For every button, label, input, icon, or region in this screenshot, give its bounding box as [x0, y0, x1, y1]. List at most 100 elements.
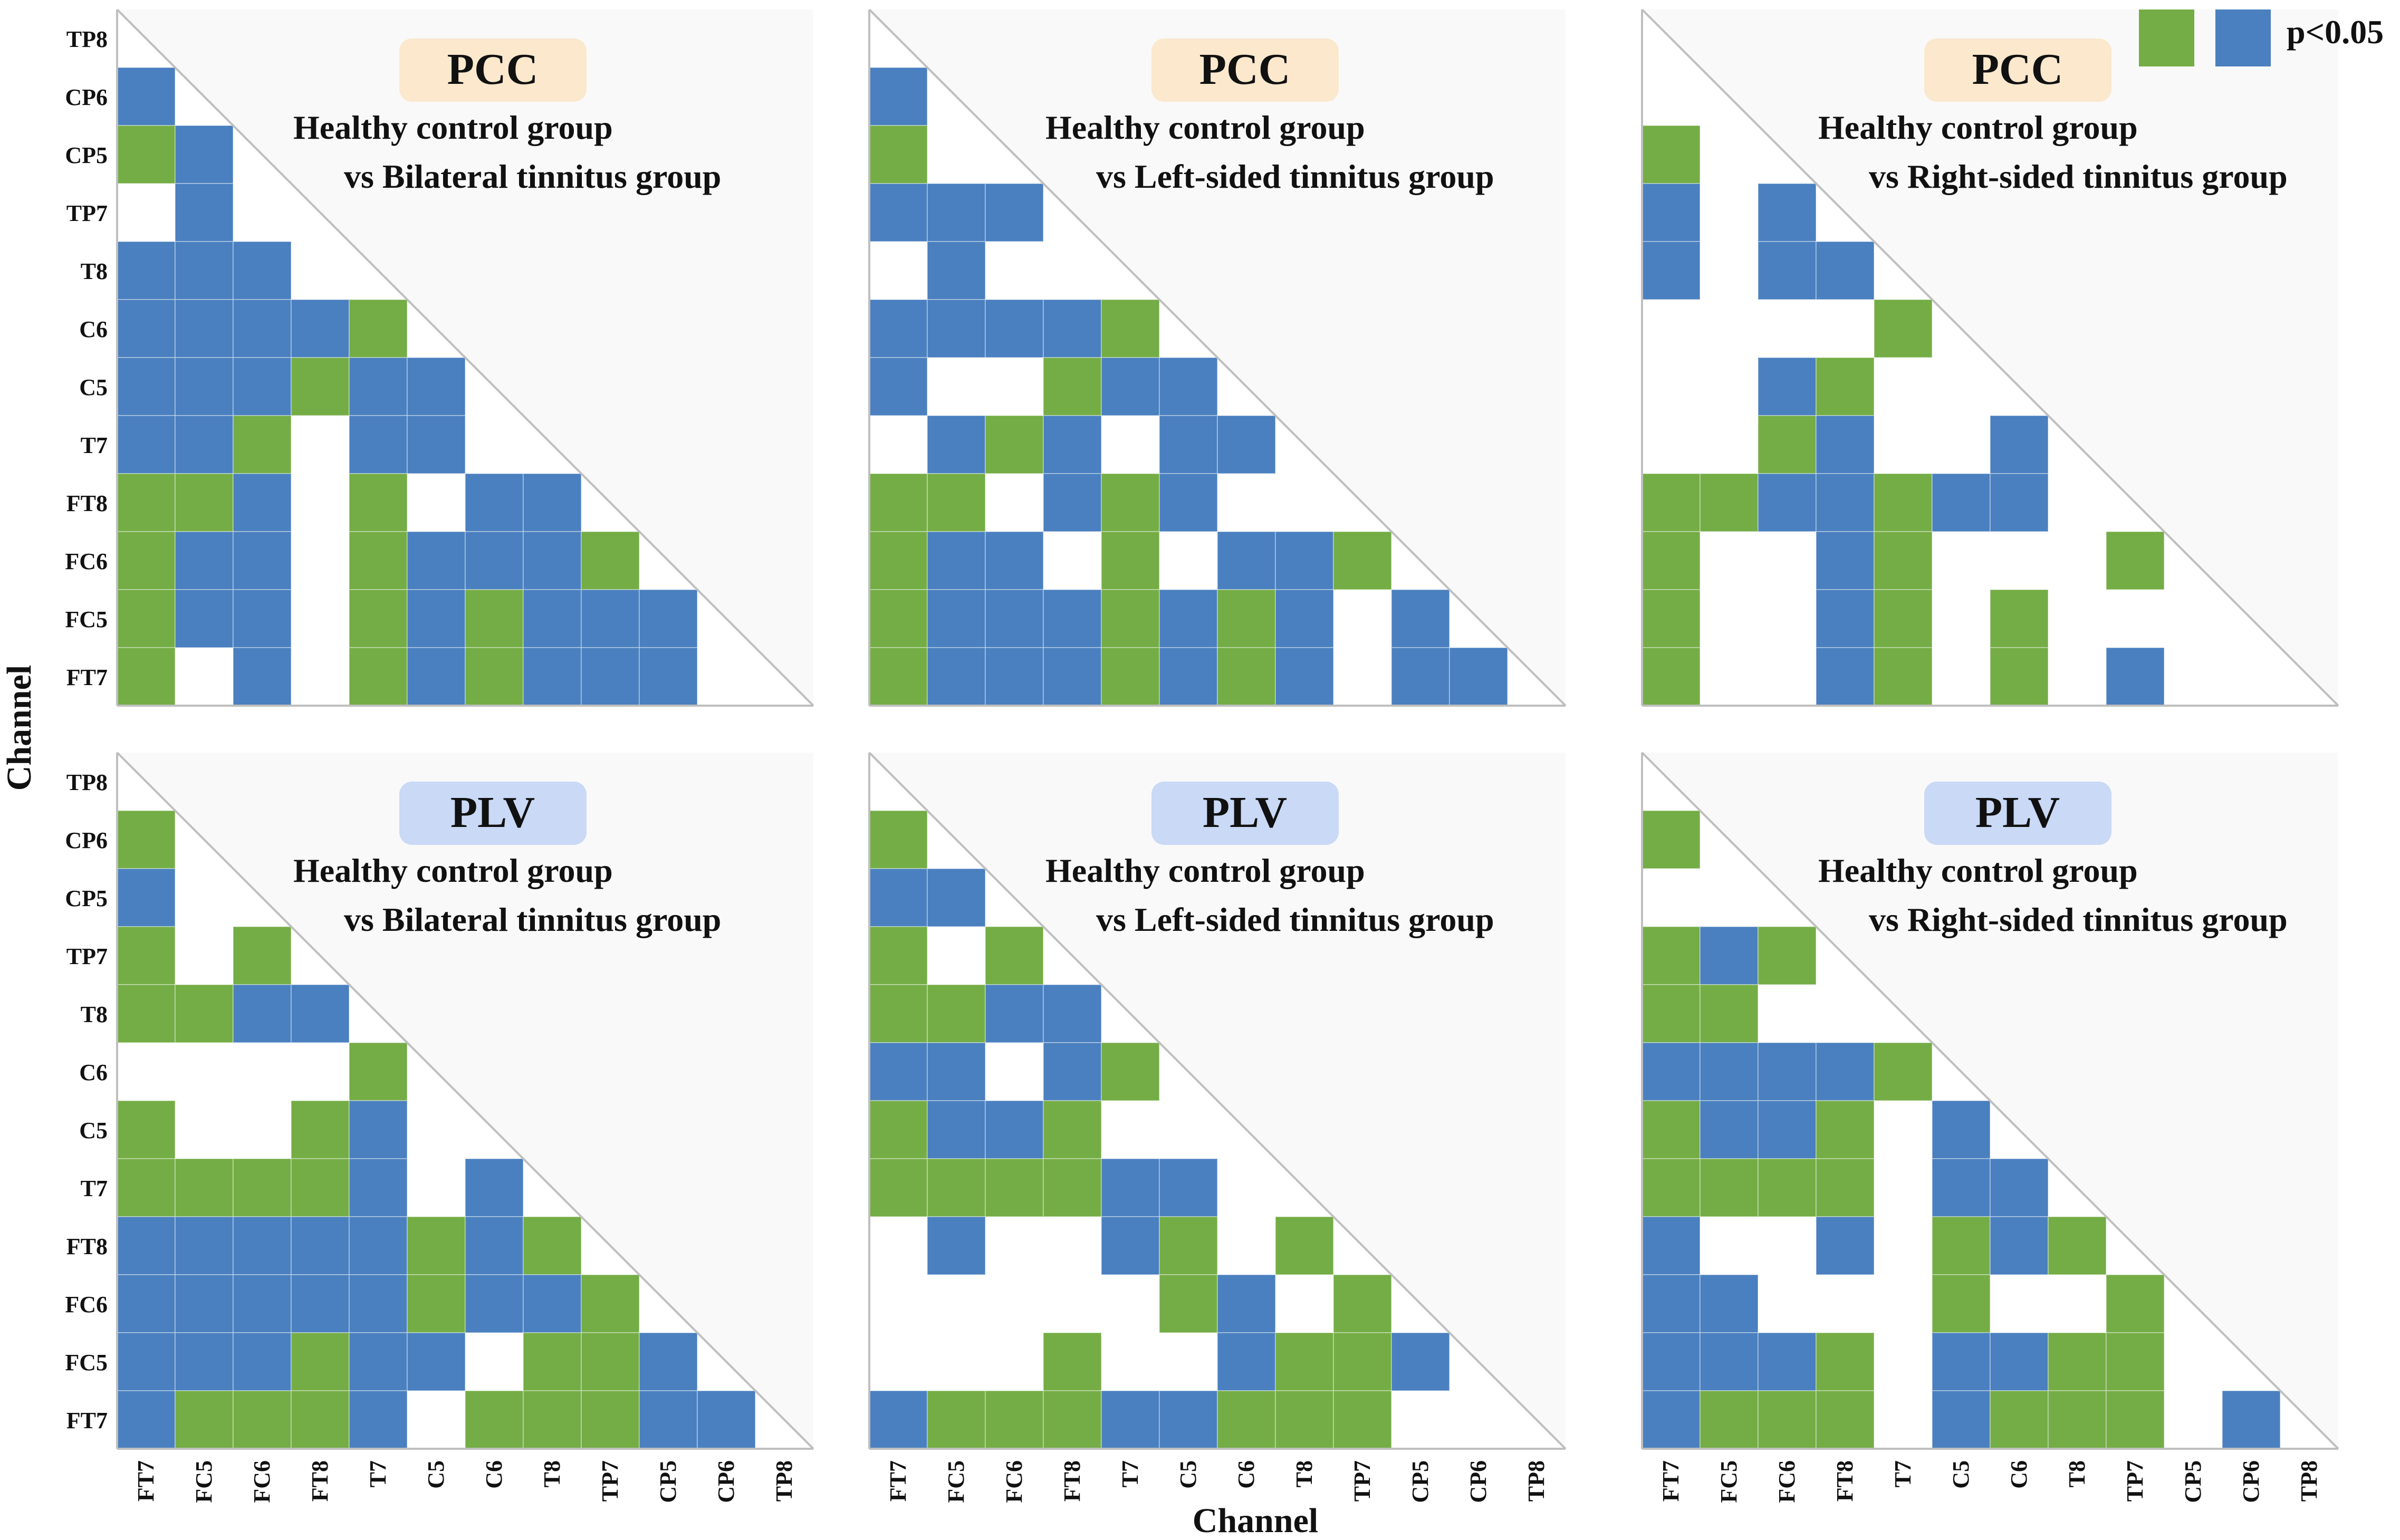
x-tick-label: T7 — [1117, 1460, 1143, 1487]
metric-label: PLV — [1203, 788, 1287, 837]
heatmap-cell — [2048, 1216, 2107, 1275]
comparison-title-line2: vs Bilateral tinnitus group — [344, 901, 721, 938]
heatmap-cell — [1816, 415, 1875, 474]
comparison-title-line1: Healthy control group — [1818, 852, 2138, 889]
heatmap-cell — [985, 299, 1044, 358]
heatmap-cell — [1932, 1216, 1991, 1275]
heatmap-cell — [465, 1216, 524, 1275]
heatmap-cell — [117, 1332, 176, 1391]
heatmap-cell — [985, 1100, 1044, 1159]
x-tick-label: TP7 — [597, 1460, 623, 1502]
heatmap-cell — [1641, 589, 1701, 648]
heatmap-cell — [1990, 1390, 2049, 1449]
heatmap-cell — [869, 183, 928, 242]
heatmap-cell — [1932, 473, 1991, 532]
heatmap-cell — [869, 810, 928, 869]
heatmap-cell — [927, 1100, 986, 1159]
x-tick-label: FT8 — [1832, 1460, 1858, 1502]
heatmap-cell — [117, 868, 176, 927]
heatmap-panel-6: FT7 FC5 FC6 FT8 T7 C5 C6 T8 TP7 CP5 CP6 TP8 PLV Healt… — [1641, 752, 2339, 1503]
heatmap-cell — [985, 1158, 1044, 1217]
heatmap-cell — [1816, 1390, 1875, 1449]
metric-badge — [1151, 782, 1339, 845]
heatmap-cell — [1816, 357, 1875, 416]
x-tick-label: CP6 — [1465, 1460, 1491, 1503]
heatmap-cell — [1217, 1390, 1276, 1449]
heatmap-cell — [291, 357, 350, 416]
heatmap-cell — [985, 415, 1044, 474]
x-tick-label: FT8 — [1059, 1460, 1085, 1502]
metric-label: PCC — [1199, 45, 1291, 94]
heatmap-cell — [1275, 1216, 1334, 1275]
heatmap-cell — [291, 1100, 350, 1159]
heatmap-cell — [1990, 473, 2049, 532]
heatmap-cell — [1816, 1158, 1875, 1217]
heatmap-cell — [233, 1274, 292, 1333]
heatmap-cell — [117, 810, 176, 869]
heatmap-cell — [349, 473, 408, 532]
heatmap-cell — [869, 589, 928, 648]
x-tick-label: FT7 — [133, 1460, 159, 1502]
heatmap-cell — [465, 1158, 524, 1217]
heatmap-cell — [1043, 1042, 1102, 1101]
comparison-title-line1: Healthy control group — [293, 852, 613, 889]
heatmap-cell — [1101, 531, 1160, 590]
heatmap-cell — [1990, 589, 2049, 648]
heatmap-cell — [1816, 647, 1875, 706]
heatmap-cell — [1816, 1332, 1875, 1391]
x-tick-label: TP8 — [1523, 1460, 1549, 1502]
comparison-title-line1: Healthy control group — [1818, 109, 2138, 146]
heatmap-cell — [1758, 926, 1817, 985]
x-tick-label: T8 — [2064, 1460, 2090, 1487]
metric-label: PCC — [1972, 45, 2063, 94]
y-tick-label: TP8 — [66, 26, 108, 52]
heatmap-cell — [1758, 1042, 1817, 1101]
heatmap-cell — [1758, 1390, 1817, 1449]
x-axis-title: Channel — [1193, 1502, 1318, 1540]
heatmap-cell — [1391, 589, 1450, 648]
heatmap-cell — [1758, 357, 1817, 416]
heatmap-cell — [1758, 241, 1817, 300]
heatmap-panel-3: PCC Healthy control group vs Right-sided t… — [1641, 8, 2339, 707]
heatmap-cell — [1758, 1332, 1817, 1391]
heatmap-cell — [1043, 357, 1102, 416]
heatmap-panel-2: PCC Healthy control group vs Left-sided ti… — [868, 8, 1567, 707]
comparison-title-line1: Healthy control group — [293, 109, 613, 146]
heatmap-cell — [1641, 1332, 1701, 1391]
x-tick-label: T7 — [1890, 1460, 1916, 1487]
heatmap-cell — [233, 415, 292, 474]
x-tick-label: C5 — [1175, 1460, 1201, 1489]
heatmap-cell — [175, 241, 234, 300]
heatmap-cell — [117, 531, 176, 590]
heatmap-cell — [1043, 415, 1102, 474]
x-tick-label: C5 — [423, 1460, 449, 1489]
heatmap-cell — [1391, 647, 1450, 706]
heatmap-cell — [291, 1274, 350, 1333]
heatmap-cell — [175, 1390, 234, 1449]
legend-swatch-blue — [2215, 9, 2271, 66]
heatmap-cell — [1700, 1158, 1759, 1217]
metric-badge — [1924, 782, 2111, 845]
heatmap-cell — [407, 589, 466, 648]
heatmap-cell — [349, 647, 408, 706]
y-axis-title: Channel — [0, 665, 39, 791]
heatmap-cell — [523, 531, 582, 590]
heatmap-cell — [869, 1042, 928, 1101]
heatmap-cell — [349, 415, 408, 474]
y-tick-label: T7 — [81, 1176, 108, 1201]
heatmap-cell — [1333, 1332, 1392, 1391]
heatmap-cell — [1101, 1390, 1160, 1449]
heatmap-cell — [523, 1274, 582, 1333]
heatmap-cell — [117, 1390, 176, 1449]
heatmap-cell — [985, 984, 1044, 1043]
heatmap-cell — [927, 241, 986, 300]
heatmap-cell — [233, 1390, 292, 1449]
heatmap-cell — [233, 357, 292, 416]
heatmap-cell — [175, 1332, 234, 1391]
x-tick-label: TP7 — [1349, 1460, 1375, 1502]
heatmap-cell — [1043, 1332, 1102, 1391]
heatmap-cell — [349, 1158, 408, 1217]
y-tick-label: T7 — [81, 432, 108, 458]
x-tick-label: C6 — [1233, 1460, 1259, 1489]
heatmap-panel-4: TP8 CP6 CP5 TP7 T8 C6 C5 T7 FT8 FC6 FC5 FT7 FT7 FC5 FC… — [65, 752, 814, 1503]
